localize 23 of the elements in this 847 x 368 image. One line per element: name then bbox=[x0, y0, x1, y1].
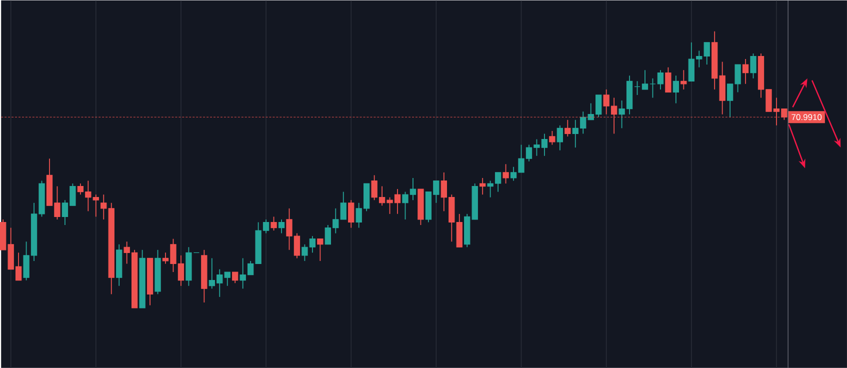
candlestick bbox=[100, 194, 107, 220]
candlestick bbox=[750, 52, 756, 79]
candlestick bbox=[549, 130, 556, 146]
candlestick bbox=[317, 238, 324, 262]
candlestick bbox=[564, 119, 571, 137]
candlestick bbox=[502, 164, 509, 184]
candlestick bbox=[556, 124, 564, 151]
candlestick bbox=[680, 69, 687, 90]
candlestick bbox=[657, 69, 664, 90]
candlestick bbox=[704, 42, 710, 65]
candlestick bbox=[224, 271, 230, 286]
candlestick bbox=[665, 66, 672, 93]
candlestick bbox=[650, 78, 656, 98]
candlestick bbox=[348, 200, 354, 228]
candlestick bbox=[642, 69, 648, 90]
candlestick bbox=[672, 75, 680, 104]
text: 70.9910 bbox=[792, 114, 822, 120]
candlestick bbox=[270, 216, 277, 231]
candlestick bbox=[232, 271, 238, 284]
candlestick bbox=[480, 177, 486, 195]
candlestick bbox=[742, 58, 749, 84]
candlestick bbox=[634, 80, 640, 96]
candlestick bbox=[278, 218, 285, 234]
